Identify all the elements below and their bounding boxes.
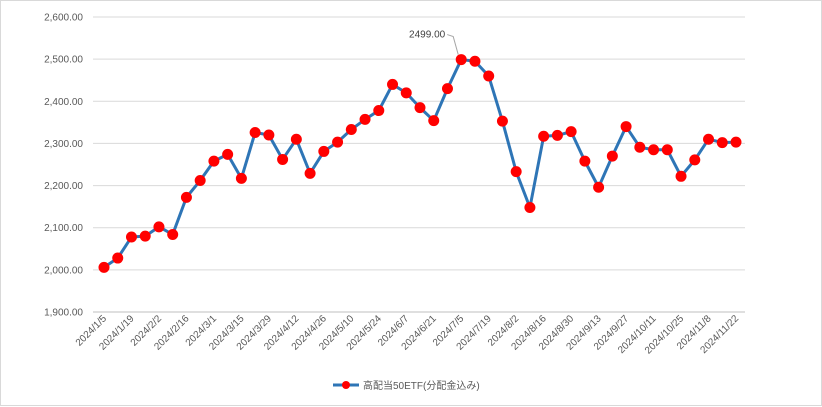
- gridlines: [93, 16, 745, 271]
- data-point: [373, 105, 385, 117]
- data-point: [579, 155, 591, 167]
- annotations: 2499.00: [409, 30, 459, 55]
- y-tick-label: 2,600.00: [44, 13, 83, 24]
- data-point: [510, 166, 522, 178]
- annotation-leader-line: [447, 34, 459, 55]
- data-point: [606, 150, 618, 162]
- data-point: [208, 155, 220, 167]
- data-point: [620, 121, 632, 133]
- data-point: [661, 144, 673, 156]
- data-point: [428, 115, 440, 127]
- y-tick-label: 2,500.00: [44, 55, 83, 66]
- data-point: [98, 261, 110, 273]
- data-point: [249, 126, 261, 138]
- y-axis-tick-labels: 1,900.00 2,000.00 2,100.00 2,200.00 2,300.00…: [44, 13, 83, 319]
- annotation-label: 2499.00: [409, 30, 446, 41]
- data-point: [551, 129, 563, 141]
- data-point: [565, 126, 577, 138]
- data-point: [167, 228, 179, 240]
- series-layer: [98, 54, 742, 273]
- y-tick-label: 2,100.00: [44, 223, 83, 234]
- x-axis-tick-labels: 2024/1/52024/1/192024/2/22024/2/162024/3…: [74, 313, 742, 356]
- data-point: [538, 130, 550, 142]
- legend-marker-swatch: [342, 381, 350, 389]
- data-point: [648, 144, 660, 156]
- data-point: [180, 191, 192, 203]
- data-point: [387, 78, 399, 90]
- series-line: [103, 58, 737, 269]
- data-point: [675, 170, 687, 182]
- data-point: [524, 201, 536, 213]
- y-tick-label: 2,200.00: [44, 181, 83, 192]
- data-point: [469, 55, 481, 67]
- data-point: [153, 221, 165, 233]
- data-point: [263, 129, 275, 141]
- legend: 高配当50ETF(分配金込み): [333, 379, 480, 392]
- data-point: [703, 133, 715, 145]
- data-point: [689, 154, 701, 166]
- data-point: [483, 70, 495, 82]
- data-point: [277, 153, 289, 165]
- data-point: [235, 172, 247, 184]
- data-point: [139, 230, 151, 242]
- y-tick-label: 2,400.00: [44, 97, 83, 108]
- data-point: [730, 136, 742, 148]
- data-point: [441, 83, 453, 95]
- data-point: [125, 231, 137, 243]
- data-point: [414, 102, 426, 114]
- data-point: [290, 133, 302, 145]
- data-point: [400, 87, 412, 99]
- data-point: [716, 137, 728, 149]
- data-point: [318, 145, 330, 157]
- data-point: [593, 181, 605, 193]
- data-point: [194, 175, 206, 187]
- y-tick-label: 2,000.00: [44, 265, 83, 276]
- data-point: [496, 115, 508, 127]
- data-point: [112, 252, 124, 264]
- legend-label: 高配当50ETF(分配金込み): [363, 379, 480, 392]
- data-point: [634, 141, 646, 153]
- data-point: [332, 136, 344, 148]
- data-point: [455, 54, 467, 66]
- y-tick-label: 1,900.00: [44, 308, 83, 319]
- data-point: [359, 113, 371, 125]
- data-point: [222, 148, 234, 160]
- y-tick-label: 2,300.00: [44, 139, 83, 150]
- data-point: [304, 167, 316, 179]
- data-point: [345, 124, 357, 136]
